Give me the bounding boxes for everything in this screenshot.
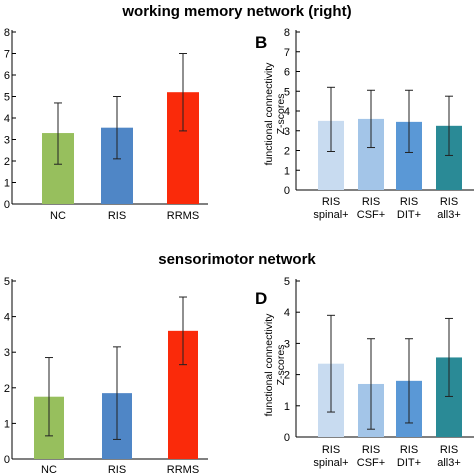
panel-letter-b: B bbox=[255, 33, 267, 52]
y-tick-label-d: 5 bbox=[284, 276, 290, 288]
y-tick-label-a: 6 bbox=[4, 70, 10, 82]
y-tick-label-b: 7 bbox=[284, 47, 290, 59]
x-category-label-d: DIT+ bbox=[397, 457, 421, 469]
x-category-label-c: RRMS bbox=[167, 464, 199, 474]
y-tick-label-d: 0 bbox=[284, 432, 290, 444]
x-category-label-d: spinal+ bbox=[313, 457, 348, 469]
y-tick-label-a: 8 bbox=[4, 27, 10, 39]
y-tick-label-c: 1 bbox=[4, 418, 10, 430]
y-tick-label-c: 0 bbox=[4, 454, 10, 466]
x-category-label-b: spinal+ bbox=[313, 209, 348, 221]
y-axis-label-b-line2: Z-scores bbox=[275, 94, 287, 135]
x-category-label-b: RIS bbox=[362, 196, 380, 208]
y-tick-label-b: 1 bbox=[284, 165, 290, 177]
y-tick-label-b: 4 bbox=[284, 106, 290, 118]
x-category-label-b: CSF+ bbox=[357, 209, 385, 221]
y-tick-label-c: 4 bbox=[4, 312, 10, 324]
x-category-label-c: RIS bbox=[108, 464, 126, 474]
y-axis-label-d-line1: functional connectivity bbox=[263, 313, 275, 416]
y-tick-label-c: 3 bbox=[4, 347, 10, 359]
x-category-label-c: NC bbox=[41, 464, 57, 474]
y-tick-label-c: 5 bbox=[4, 276, 10, 288]
x-category-label-b: RIS bbox=[440, 196, 458, 208]
panel-letter-d: D bbox=[255, 289, 267, 308]
x-category-label-b: DIT+ bbox=[397, 209, 421, 221]
x-category-label-d: RIS bbox=[322, 444, 340, 456]
y-tick-label-a: 3 bbox=[4, 135, 10, 147]
x-category-label-a: NC bbox=[50, 210, 66, 222]
title-top: working memory network (right) bbox=[121, 3, 351, 20]
y-tick-label-a: 4 bbox=[4, 113, 10, 125]
y-tick-label-a: 2 bbox=[4, 156, 10, 168]
y-tick-label-c: 2 bbox=[4, 383, 10, 395]
x-category-label-d: CSF+ bbox=[357, 457, 385, 469]
y-tick-label-d: 3 bbox=[284, 338, 290, 350]
y-tick-label-a: 7 bbox=[4, 49, 10, 61]
x-category-label-b: all3+ bbox=[437, 209, 461, 221]
x-category-label-a: RRMS bbox=[167, 210, 199, 222]
x-category-label-d: RIS bbox=[400, 444, 418, 456]
y-tick-label-a: 5 bbox=[4, 92, 10, 104]
x-category-label-d: RIS bbox=[362, 444, 380, 456]
x-category-label-b: RIS bbox=[400, 196, 418, 208]
y-tick-label-b: 2 bbox=[284, 146, 290, 158]
y-tick-label-b: 8 bbox=[284, 27, 290, 39]
y-tick-label-d: 1 bbox=[284, 401, 290, 413]
title-bottom: sensorimotor network bbox=[158, 251, 316, 268]
y-axis-label-d-line2: Z-scores bbox=[275, 345, 287, 386]
y-tick-label-b: 3 bbox=[284, 126, 290, 138]
x-category-label-a: RIS bbox=[108, 210, 126, 222]
x-category-label-d: RIS bbox=[440, 444, 458, 456]
x-category-label-d: all3+ bbox=[437, 457, 461, 469]
y-tick-label-b: 0 bbox=[284, 185, 290, 197]
y-tick-label-d: 4 bbox=[284, 307, 290, 319]
y-tick-label-a: 1 bbox=[4, 178, 10, 190]
y-tick-label-d: 2 bbox=[284, 370, 290, 382]
y-tick-label-a: 0 bbox=[4, 199, 10, 211]
y-tick-label-b: 5 bbox=[284, 86, 290, 98]
x-category-label-b: RIS bbox=[322, 196, 340, 208]
y-tick-label-b: 6 bbox=[284, 67, 290, 79]
y-axis-label-b-line1: functional connectivity bbox=[263, 62, 275, 165]
